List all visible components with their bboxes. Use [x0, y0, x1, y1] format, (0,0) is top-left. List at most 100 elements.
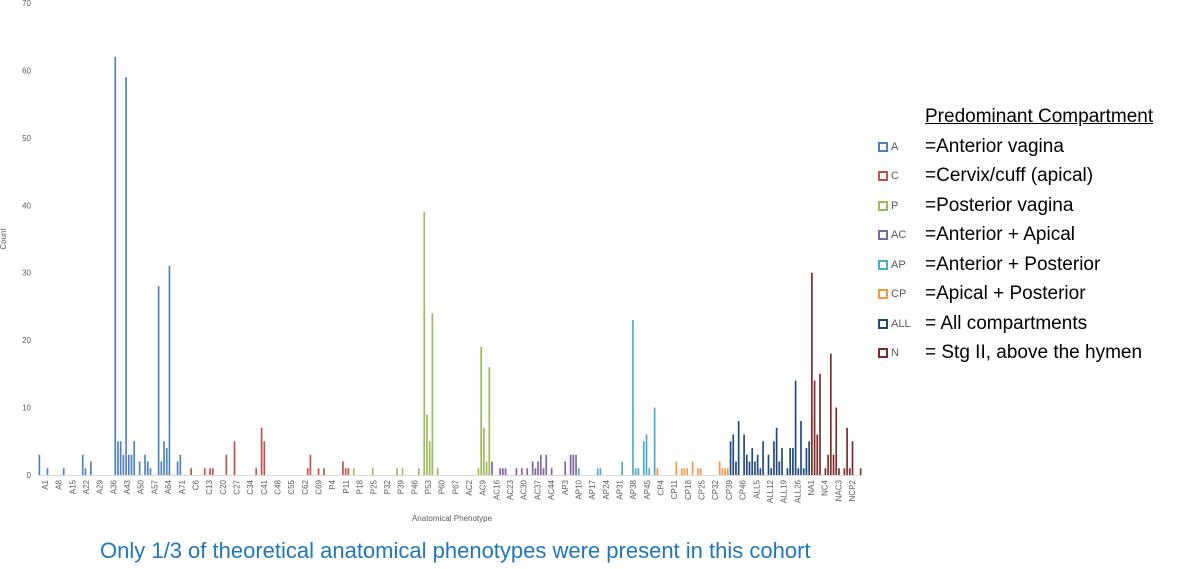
- bar-all: [751, 448, 754, 475]
- bar-cp: [697, 468, 699, 475]
- y-tick-label: 50: [22, 134, 31, 143]
- x-tick-label: C20: [219, 479, 228, 494]
- legend-code: C: [891, 170, 899, 183]
- bar-ac: [569, 454, 572, 475]
- bar-cp: [675, 461, 678, 475]
- legend-swatch: [878, 318, 888, 329]
- bar-all: [729, 441, 732, 475]
- legend-description: =Posterior vagina: [925, 194, 1074, 216]
- bar-a: [125, 77, 127, 476]
- legend-key: ALL: [878, 318, 925, 330]
- legend-item: ALL = All compartments: [878, 309, 1200, 339]
- y-tick-label: 20: [22, 336, 31, 345]
- bar-a: [62, 468, 65, 475]
- legend-item: C =Cervix/cuff (apical): [878, 162, 1200, 192]
- bar-all: [802, 468, 805, 475]
- x-tick-label: A36: [109, 479, 118, 494]
- bar-ap: [648, 468, 651, 475]
- bar-a: [163, 441, 165, 475]
- legend-key: AP: [878, 259, 925, 271]
- bar-a: [81, 454, 84, 475]
- y-tick-label: 60: [22, 66, 31, 75]
- x-tick-label: AP31: [616, 479, 625, 499]
- bar-a: [127, 454, 130, 475]
- legend-key: CP: [878, 288, 925, 300]
- x-tick-label: AC16: [492, 479, 501, 500]
- bar-all: [743, 434, 745, 475]
- x-tick-label: C62: [301, 479, 310, 494]
- x-tick-label: A1: [41, 479, 50, 489]
- bar-ap: [577, 468, 580, 475]
- bar-n: [829, 353, 832, 475]
- bar-a: [179, 454, 182, 475]
- y-tick-label: 70: [22, 0, 31, 8]
- legend-code: AC: [891, 229, 907, 242]
- bar-ap: [621, 461, 623, 475]
- bar-a: [46, 468, 49, 475]
- bar-c: [344, 468, 347, 475]
- bar-n: [824, 468, 827, 475]
- bar-ap: [637, 468, 640, 475]
- x-tick-label: AP3: [561, 479, 570, 495]
- bar-ap: [599, 468, 602, 475]
- bar-cp: [680, 468, 683, 475]
- bar-a: [157, 286, 160, 475]
- bar-ac: [502, 468, 504, 475]
- bar-c: [203, 468, 206, 475]
- x-tick-label: AP38: [629, 479, 638, 499]
- x-tick-label: C27: [233, 479, 242, 494]
- x-tick-label: P32: [383, 479, 392, 494]
- legend-description: = Stg II, above the hymen: [925, 342, 1143, 364]
- bar-all: [748, 461, 751, 475]
- legend-swatch: [878, 348, 888, 359]
- bar-a: [176, 461, 179, 475]
- bar-c: [347, 468, 350, 475]
- legend-description: =Apical + Posterior: [925, 283, 1086, 305]
- y-tick-label: 30: [22, 269, 31, 278]
- x-tick-label: AP24: [602, 479, 611, 499]
- x-tick-label: A50: [137, 479, 146, 494]
- bar-c: [263, 441, 266, 475]
- x-tick-label: AP45: [643, 479, 652, 499]
- legend-description: = All compartments: [925, 312, 1088, 334]
- legend-code: N: [891, 347, 899, 360]
- legend-swatch: [878, 230, 888, 241]
- x-tick-label: CP25: [698, 479, 707, 500]
- x-tick-label: A15: [68, 479, 77, 494]
- x-tick-label: C55: [287, 479, 296, 494]
- bar-ac: [520, 468, 523, 475]
- bar-n: [832, 454, 835, 475]
- bar-c: [233, 441, 236, 475]
- legend-item: A =Anterior vagina: [878, 132, 1200, 162]
- x-tick-label: A22: [82, 479, 91, 494]
- legend-code: ALL: [891, 317, 911, 330]
- bar-ac: [504, 468, 507, 475]
- bar-n: [838, 468, 840, 475]
- bar-all: [781, 448, 783, 475]
- legend-item: CP =Apical + Posterior: [878, 280, 1200, 310]
- x-tick-label: NAC3: [834, 479, 843, 501]
- bar-all: [797, 468, 800, 475]
- bar-a: [38, 454, 41, 475]
- bar-ac: [575, 454, 577, 475]
- bar-all: [786, 468, 789, 475]
- legend-swatch: [878, 171, 888, 182]
- legend-key: C: [878, 170, 925, 182]
- bar-a: [160, 461, 163, 475]
- legend-swatch: [878, 141, 888, 152]
- x-tick-label: C34: [246, 479, 255, 494]
- x-tick-label: NA1: [807, 479, 816, 495]
- bar-cp: [726, 468, 729, 475]
- x-tick-label: C13: [205, 479, 214, 494]
- bar-ac: [526, 468, 529, 475]
- x-tick-label: ALL5: [752, 479, 761, 498]
- bar-a: [117, 441, 119, 475]
- legend-key: AC: [878, 229, 925, 241]
- x-tick-label: A43: [123, 479, 132, 494]
- legend-item: P =Posterior vagina: [878, 191, 1200, 221]
- x-tick-label: C6: [192, 479, 201, 490]
- bar-n: [813, 380, 816, 475]
- bar-n: [848, 468, 851, 475]
- bar-all: [762, 441, 764, 475]
- x-tick-label: ALL12: [766, 479, 775, 503]
